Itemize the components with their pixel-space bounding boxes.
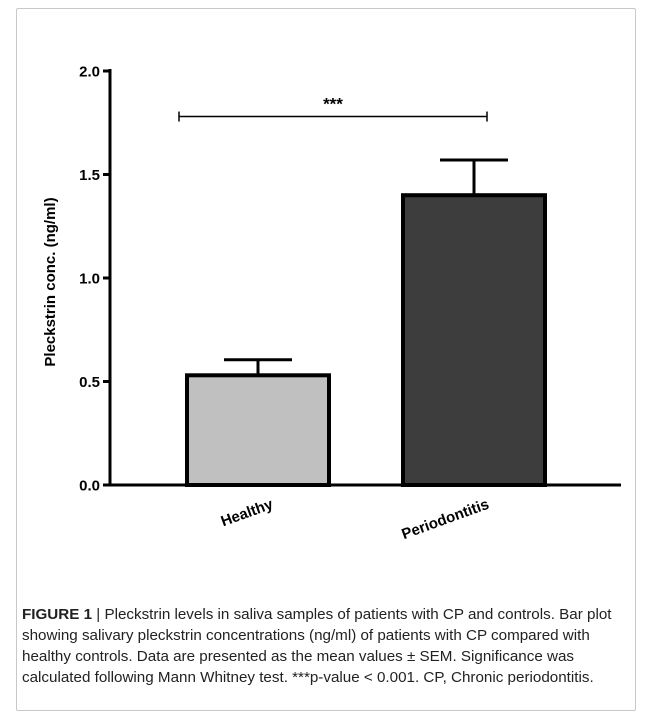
significance-label: *** bbox=[323, 95, 343, 114]
error-bars bbox=[224, 158, 508, 376]
y-axis-label: Pleckstrin conc. (ng/ml) bbox=[42, 197, 59, 366]
y-tick-label: 0.0 bbox=[79, 478, 100, 495]
bars bbox=[185, 193, 547, 488]
x-tick-label-healthy: Healthy bbox=[219, 496, 276, 531]
figure-panel: 0.0 0.5 1.0 1.5 2.0 Pleckstrin conc. (ng/ml) H… bbox=[16, 8, 636, 711]
bar-healthy bbox=[185, 373, 331, 488]
y-tick-label: 2.0 bbox=[79, 64, 100, 81]
y-tick-label: 1.5 bbox=[79, 167, 100, 184]
figure-caption: FIGURE 1 | Pleckstrin levels in saliva s… bbox=[22, 604, 622, 688]
x-tick-label-periodontitis: Periodontitis bbox=[399, 496, 491, 543]
bar-chart: 0.0 0.5 1.0 1.5 2.0 Pleckstrin conc. (ng/ml) H… bbox=[42, 64, 621, 543]
caption-separator: | bbox=[92, 606, 105, 623]
chart-area: 0.0 0.5 1.0 1.5 2.0 Pleckstrin conc. (ng/ml) H… bbox=[17, 9, 635, 609]
significance-annotation: *** bbox=[178, 95, 488, 122]
caption-text: Pleckstrin levels in saliva samples of p… bbox=[22, 606, 612, 686]
y-tick-label: 1.0 bbox=[79, 271, 100, 288]
y-tick-label: 0.5 bbox=[79, 374, 100, 391]
bar-periodontitis bbox=[401, 193, 547, 487]
figure-label: FIGURE 1 bbox=[22, 606, 93, 623]
